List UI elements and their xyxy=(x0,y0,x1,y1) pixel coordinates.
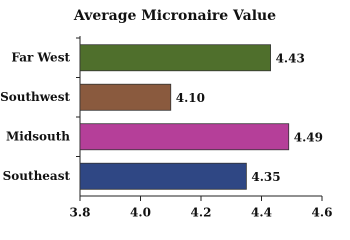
bar xyxy=(79,83,172,111)
x-tick-label: 4.0 xyxy=(130,206,151,220)
value-label: 4.35 xyxy=(251,170,280,184)
x-tick-label: 3.8 xyxy=(70,206,91,220)
bar xyxy=(79,44,271,72)
y-tick-label: Far West xyxy=(11,50,70,64)
x-tick-label: 4.2 xyxy=(191,206,212,220)
x-tick-label: 4.4 xyxy=(251,206,272,220)
value-label: 4.10 xyxy=(176,91,205,105)
page: Average Micronaire Value 3.8 4.0 4.2 4.4 4.6… xyxy=(0,8,333,220)
y-tick-label: Southeast xyxy=(3,169,71,183)
value-label: 4.49 xyxy=(294,130,323,144)
y-tick-label: Southwest xyxy=(0,90,70,104)
y-tick-label: Midsouth xyxy=(6,129,70,143)
value-label: 4.43 xyxy=(276,51,305,65)
chart-title: Average Micronaire Value xyxy=(73,8,276,24)
chart: Average Micronaire Value 3.8 4.0 4.2 4.4 4.6… xyxy=(0,8,333,220)
bar xyxy=(79,123,290,151)
bar xyxy=(79,162,247,190)
x-tick-label: 4.6 xyxy=(312,206,333,220)
